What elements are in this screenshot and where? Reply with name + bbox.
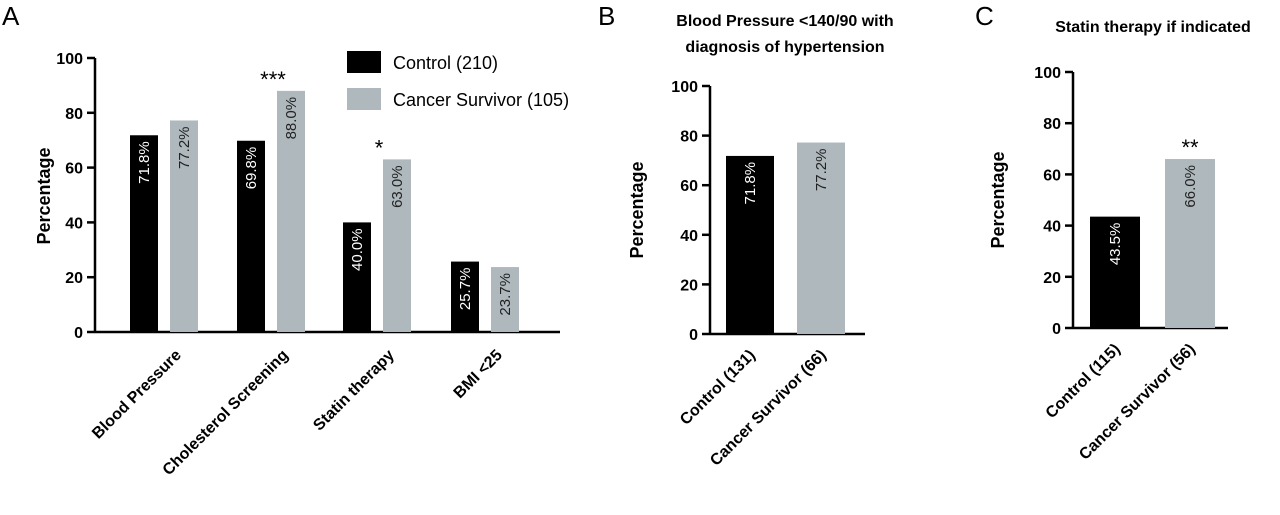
panel-a-bar <box>383 159 411 332</box>
panel-a-data-label: 69.8% <box>243 147 260 190</box>
panel-b-title-line-1: Blood Pressure <140/90 with <box>676 13 893 30</box>
panel-c-y-tick-label: 100 <box>1034 65 1061 82</box>
panel-c-significance-marker: ** <box>1181 135 1199 160</box>
panel-a-y-tick-label: 40 <box>65 215 83 232</box>
panel-c-bar <box>1165 159 1215 328</box>
legend-swatch-cancer-survivor <box>347 88 381 110</box>
legend-label-cancer-survivor: Cancer Survivor (105) <box>393 90 569 110</box>
panel-b-data-label: 77.2% <box>813 149 830 192</box>
panel-a-data-label: 63.0% <box>389 165 406 208</box>
panel-b-data-label: 71.8% <box>742 162 759 205</box>
panel-a-y-axis-title: Percentage <box>34 147 54 244</box>
panel-c-bar <box>1090 216 1140 328</box>
panel-a-data-label: 23.7% <box>497 273 514 316</box>
panel-b-y-tick-label: 40 <box>680 228 698 245</box>
panel-a-bar <box>130 135 158 332</box>
panel-a-bar <box>491 267 519 332</box>
panel-c-y-tick-label: 40 <box>1043 219 1061 236</box>
panel-a-bar <box>277 90 305 332</box>
panel-a-category-label: BMI <25 <box>451 347 506 402</box>
panel-a-bar <box>237 140 265 332</box>
panel-c-y-axis-title: Percentage <box>988 151 1008 248</box>
panel-a-data-label: 77.2% <box>176 126 193 169</box>
panel-a-significance-marker: * <box>375 135 384 160</box>
panel-b-y-tick-label: 60 <box>680 178 698 195</box>
panel-a-bar <box>343 222 371 332</box>
legend-swatch-control <box>347 51 381 73</box>
panel-letter-a: A <box>2 1 20 31</box>
panel-letter-b: B <box>598 1 615 31</box>
panel-b-y-tick-label: 0 <box>689 327 698 344</box>
panel-a-category-label: Statin therapy <box>310 347 398 435</box>
panel-letter-c: C <box>975 1 994 31</box>
panel-c-y-tick-label: 0 <box>1052 321 1061 338</box>
panel-c-y-tick-label: 80 <box>1043 116 1061 133</box>
panel-a-category-label: Cholesterol Screening <box>160 347 292 479</box>
panel-b-y-tick-label: 100 <box>671 79 698 96</box>
panel-a-bar <box>451 261 479 332</box>
panel-a-data-label: 40.0% <box>349 228 366 271</box>
panel-b-category-label: Control (131) <box>677 347 759 429</box>
panel-a-data-label: 71.8% <box>136 141 153 184</box>
panel-c-title: Statin therapy if indicated <box>1055 19 1251 36</box>
panel-a-significance-marker: *** <box>260 67 286 92</box>
panel-c-data-label: 43.5% <box>1107 223 1124 266</box>
panel-a-data-label: 88.0% <box>283 97 300 140</box>
panel-c-data-label: 66.0% <box>1182 165 1199 208</box>
panel-c-y-tick-label: 20 <box>1043 270 1061 287</box>
legend-label-control: Control (210) <box>393 53 498 73</box>
panel-b-y-tick-label: 20 <box>680 277 698 294</box>
panel-b-category-label: Cancer Survivor (66) <box>707 347 830 470</box>
panel-a-y-tick-label: 20 <box>65 270 83 287</box>
panel-a-y-tick-label: 0 <box>74 325 83 342</box>
panel-a-y-tick-label: 60 <box>65 161 83 178</box>
panel-b-bar <box>797 142 845 334</box>
panel-c-y-tick-label: 60 <box>1043 167 1061 184</box>
panel-a-y-tick-label: 80 <box>65 106 83 123</box>
panel-a-data-label: 25.7% <box>457 268 474 311</box>
panel-a-y-tick-label: 100 <box>56 51 83 68</box>
panel-b-title-line-2: diagnosis of hypertension <box>685 39 884 56</box>
panel-a-category-label: Blood Pressure <box>89 347 185 443</box>
panel-b-bar <box>726 155 774 334</box>
panel-a-bar <box>170 120 198 332</box>
panel-c-category-label: Control (115) <box>1043 341 1124 422</box>
panel-b-y-axis-title: Percentage <box>627 161 647 258</box>
panel-b-y-tick-label: 80 <box>680 129 698 146</box>
